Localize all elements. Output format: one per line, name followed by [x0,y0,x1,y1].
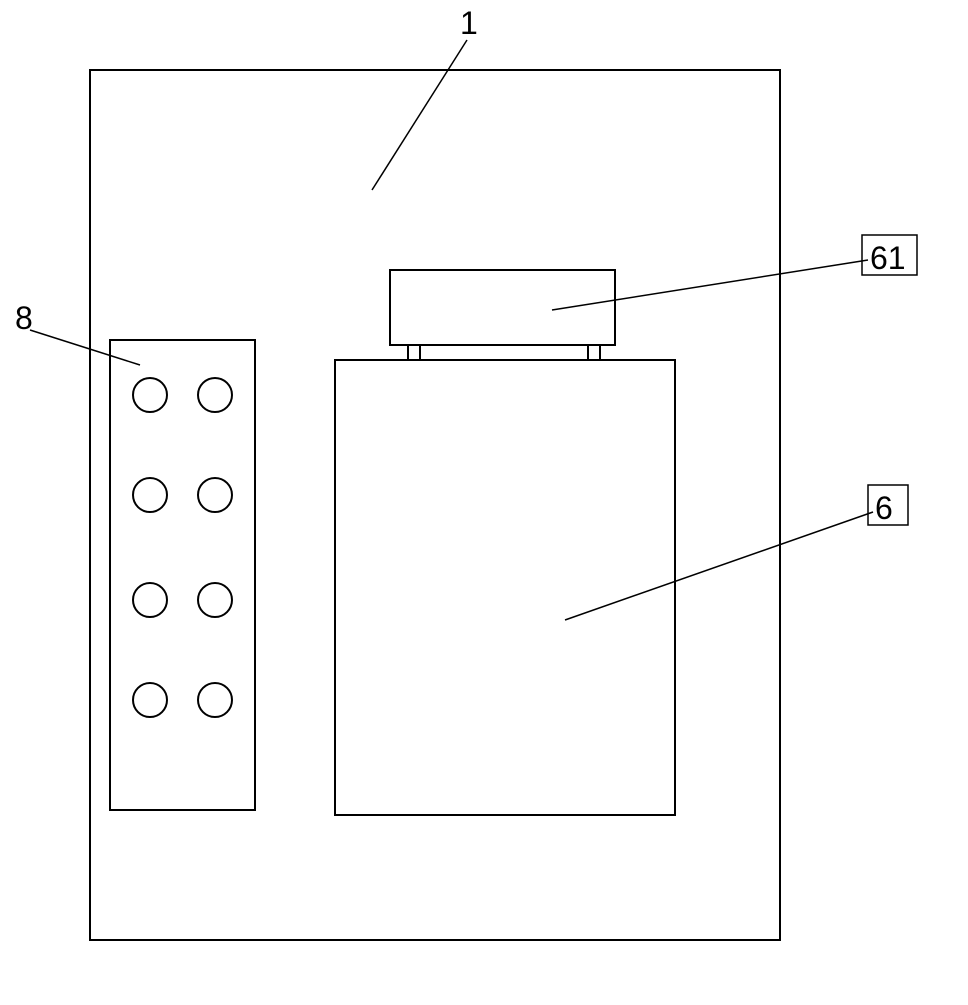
diagram-container: 1 61 6 8 [0,0,968,1000]
callout-label-61: 61 [870,240,906,277]
neck-right [588,345,600,360]
callout-line-61 [552,260,868,310]
panel-button [133,583,167,617]
panel-button [198,478,232,512]
callout-label-8: 8 [15,300,33,337]
callout-label-6: 6 [875,490,893,527]
panel-button [198,583,232,617]
top-cap [390,270,615,345]
panel-button [133,478,167,512]
callout-line-6 [565,512,873,620]
panel-button [198,378,232,412]
technical-diagram-svg [0,0,968,1000]
callout-label-1: 1 [460,5,478,42]
panel-button [133,378,167,412]
button-panel [110,340,255,810]
main-body [335,360,675,815]
panel-button [198,683,232,717]
neck-left [408,345,420,360]
panel-button [133,683,167,717]
callout-line-8 [30,330,140,365]
callout-line-1 [372,40,467,190]
